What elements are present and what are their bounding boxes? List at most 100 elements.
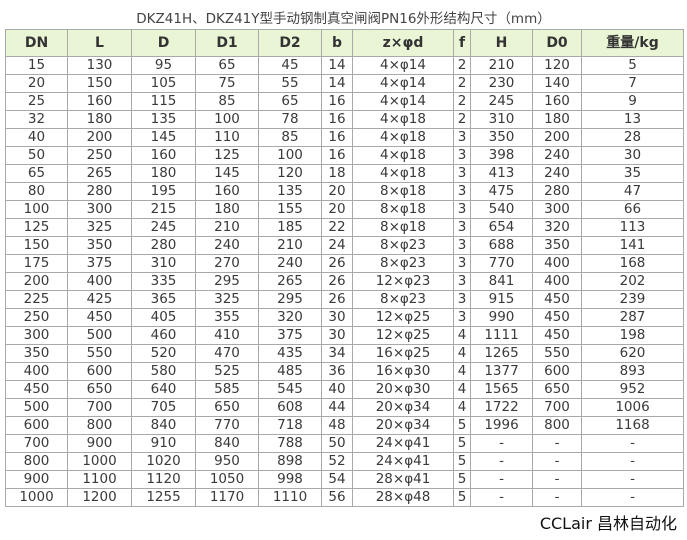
table-cell: 450 <box>532 326 582 345</box>
table-cell: 1722 <box>470 398 533 417</box>
table-cell: 140 <box>532 74 582 93</box>
table-cell: 24×φ41 <box>352 452 454 471</box>
column-header: L <box>67 29 132 57</box>
table-row: 65 265 180 145 120 18 4×φ18 3 413 240 35 <box>5 164 684 183</box>
table-cell: 435 <box>258 344 322 363</box>
table-cell: 16 <box>321 110 353 129</box>
table-cell: 545 <box>258 380 322 399</box>
column-header: D1 <box>195 29 259 57</box>
table-cell: 32 <box>5 110 68 129</box>
table-cell: 1050 <box>195 470 259 489</box>
table-cell: 3 <box>453 146 471 165</box>
table-cell: 485 <box>258 362 322 381</box>
table-cell: 550 <box>67 344 132 363</box>
table-cell: 350 <box>67 236 132 255</box>
column-header: b <box>321 29 353 57</box>
table-cell: 26 <box>321 290 353 309</box>
table-cell: 4 <box>453 380 471 399</box>
table-cell: - <box>470 470 533 489</box>
table-cell: 8×φ23 <box>352 236 454 255</box>
table-cell: 3 <box>453 218 471 237</box>
table-cell: 1020 <box>131 452 196 471</box>
table-cell: 1000 <box>67 452 132 471</box>
table-cell: 585 <box>195 380 259 399</box>
table-cell: 210 <box>195 218 259 237</box>
table-cell: 520 <box>131 344 196 363</box>
table-cell: 915 <box>470 290 533 309</box>
table-cell: 335 <box>131 272 196 291</box>
table-cell: 12×φ23 <box>352 272 454 291</box>
table-cell: 168 <box>581 254 684 273</box>
table-cell: 50 <box>321 434 353 453</box>
table-cell: 287 <box>581 308 684 327</box>
table-cell: 3 <box>453 254 471 273</box>
table-cell: 65 <box>195 56 259 75</box>
table-cell: 239 <box>581 290 684 309</box>
table-row: 600 800 840 770 718 48 20×φ34 5 1996 800 1168 <box>5 416 684 435</box>
table-cell: 45 <box>258 56 322 75</box>
table-cell: 998 <box>258 470 322 489</box>
table-cell: 800 <box>67 416 132 435</box>
table-cell: 16 <box>321 146 353 165</box>
table-cell: 5 <box>453 434 471 453</box>
table-cell: 9 <box>581 92 684 111</box>
table-cell: 215 <box>131 200 196 219</box>
table-cell: 160 <box>195 182 259 201</box>
table-cell: 410 <box>195 326 259 345</box>
table-cell: 400 <box>532 272 582 291</box>
table-cell: 2 <box>453 74 471 93</box>
table-cell: 4 <box>453 326 471 345</box>
table-row: 450 650 640 585 545 40 20×φ30 4 1565 650 952 <box>5 380 684 399</box>
table-cell: 135 <box>131 110 196 129</box>
table-row: 400 600 580 525 485 36 16×φ30 4 1377 600 893 <box>5 362 684 381</box>
table-row: 150 350 280 240 210 24 8×φ23 3 688 350 141 <box>5 236 684 255</box>
table-cell: 24 <box>321 236 353 255</box>
table-cell: 3 <box>453 236 471 255</box>
table-cell: 2 <box>453 110 471 129</box>
table-row: 20 150 105 75 55 14 4×φ14 2 230 140 7 <box>5 74 684 93</box>
table-cell: 640 <box>131 380 196 399</box>
table-cell: 16×φ25 <box>352 344 454 363</box>
watermark-logo: CCLair 昌林自动化 <box>535 513 681 535</box>
table-cell: 141 <box>581 236 684 255</box>
table-cell: 900 <box>67 434 132 453</box>
table-cell: 600 <box>67 362 132 381</box>
table-cell: 20×φ34 <box>352 398 454 417</box>
table-cell: 413 <box>470 164 533 183</box>
table-cell: 400 <box>5 362 68 381</box>
column-header: 重量/kg <box>581 29 684 57</box>
table-cell: 900 <box>5 470 68 489</box>
table-cell: - <box>470 452 533 471</box>
table-cell: 30 <box>321 308 353 327</box>
table-cell: 4×φ14 <box>352 74 454 93</box>
table-cell: 300 <box>532 200 582 219</box>
table-cell: 65 <box>258 92 322 111</box>
table-cell: 20 <box>5 74 68 93</box>
table-cell: - <box>470 434 533 453</box>
table-cell: 1120 <box>131 470 196 489</box>
table-cell: 150 <box>67 74 132 93</box>
table-cell: 145 <box>195 164 259 183</box>
table-cell: 5 <box>453 416 471 435</box>
table-cell: 14 <box>321 74 353 93</box>
table-cell: 66 <box>581 200 684 219</box>
table-cell: 110 <box>195 128 259 147</box>
table-cell: 375 <box>67 254 132 273</box>
table-cell: 95 <box>131 56 196 75</box>
table-cell: 125 <box>195 146 259 165</box>
table-cell: 688 <box>470 236 533 255</box>
table-cell: 16×φ30 <box>352 362 454 381</box>
table-row: 700 900 910 840 788 50 24×φ41 5- - - <box>5 434 684 453</box>
table-cell: 28 <box>581 128 684 147</box>
table-cell: 320 <box>258 308 322 327</box>
table-cell: 80 <box>5 182 68 201</box>
table-cell: 5 <box>453 470 471 489</box>
table-cell: 200 <box>67 128 132 147</box>
table-row: 800 1000 1020 950 898 52 24×φ41 5- - - <box>5 452 684 471</box>
table-cell: 898 <box>258 452 322 471</box>
table-cell: 20×φ34 <box>352 416 454 435</box>
table-cell: 910 <box>131 434 196 453</box>
table-row: 250 450 405 355 320 30 12×φ25 3 990 450 287 <box>5 308 684 327</box>
table-cell: 310 <box>470 110 533 129</box>
table-cell: 85 <box>258 128 322 147</box>
